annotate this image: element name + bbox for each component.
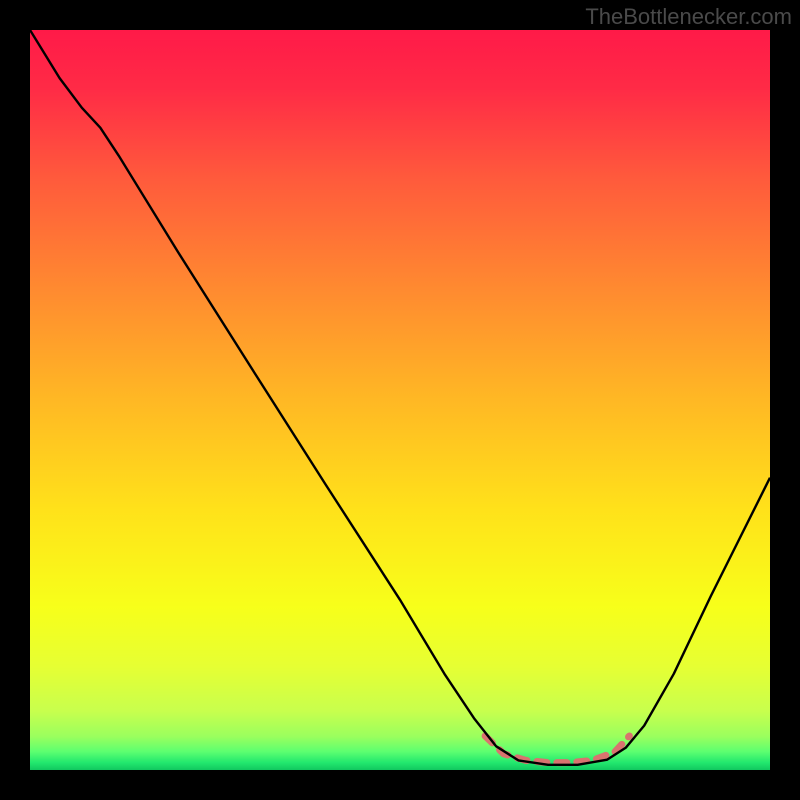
gradient-background — [30, 30, 770, 770]
plot-area — [30, 30, 770, 770]
bottleneck-chart — [30, 30, 770, 770]
attribution-text: TheBottlenecker.com — [585, 4, 792, 30]
